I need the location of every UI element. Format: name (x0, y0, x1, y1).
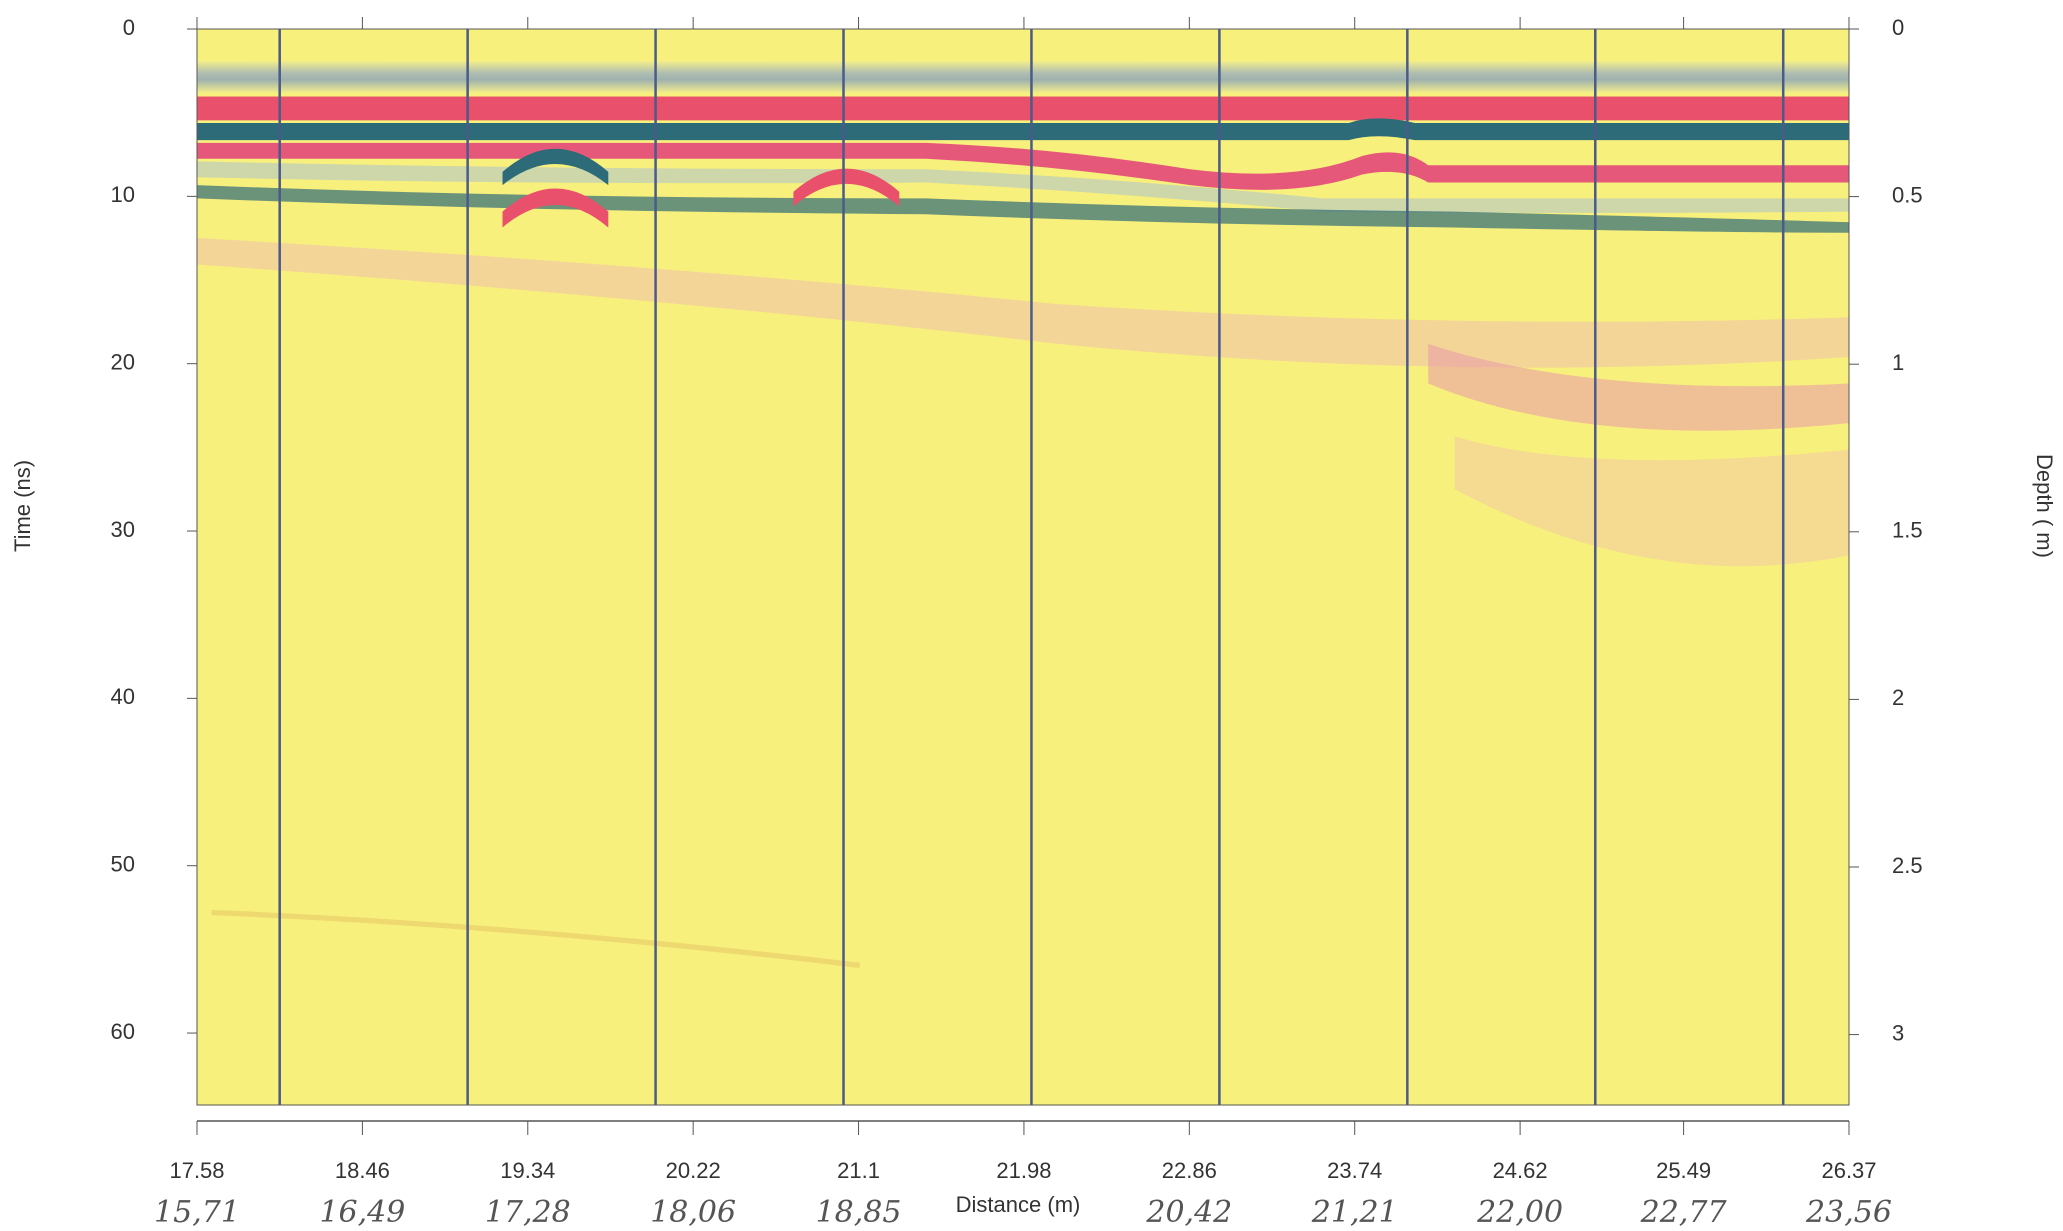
y-tick-label: 60 (111, 1019, 135, 1044)
x-tick-label: 18.46 (335, 1158, 390, 1183)
y-tick-label: 40 (111, 684, 135, 709)
y2-tick-label: 2.5 (1892, 853, 1923, 878)
y2-tick-label: 1 (1892, 350, 1904, 375)
x-tick-label: 21.98 (996, 1158, 1051, 1183)
handwritten-annotation: 15,71 (154, 1195, 240, 1230)
x-tick-label: 19.34 (500, 1158, 555, 1183)
radargram-image (197, 29, 1849, 1106)
y-tick-label: 0 (123, 15, 135, 40)
y-axis-label: Time (ns) (10, 460, 35, 552)
y2-tick-label: 2 (1892, 685, 1904, 710)
handwritten-annotation: 18,06 (650, 1195, 736, 1230)
y2-tick-label: 0 (1892, 15, 1904, 40)
handwritten-annotation: 22,77 (1640, 1195, 1728, 1230)
y-tick-label: 10 (111, 182, 135, 207)
x-tick-label: 22.86 (1162, 1158, 1217, 1183)
handwritten-annotation: 20,42 (1145, 1195, 1232, 1230)
x-tick-label: 25.49 (1656, 1158, 1711, 1183)
y2-tick-label: 0.5 (1892, 182, 1923, 207)
x-tick-label: 21.1 (837, 1158, 880, 1183)
y-tick-label: 50 (111, 852, 135, 877)
y2-tick-label: 3 (1892, 1020, 1904, 1045)
x-tick-label: 24.62 (1493, 1158, 1548, 1183)
handwritten-annotation: 17,28 (485, 1195, 571, 1230)
x-axis-label: Distance (m) (956, 1192, 1081, 1217)
x-tick-label: 17.58 (169, 1158, 224, 1183)
y-tick-label: 30 (111, 517, 135, 542)
handwritten-annotation: 21,21 (1311, 1195, 1398, 1230)
handwritten-annotation: 23,56 (1805, 1195, 1892, 1230)
handwritten-annotation: 16,49 (319, 1195, 405, 1230)
handwritten-annotation: 18,85 (816, 1195, 902, 1230)
y2-axis-label: Depth ( m) (2032, 454, 2057, 558)
plot-frame (196, 28, 1850, 1106)
handwritten-annotation: 22,00 (1476, 1195, 1563, 1230)
x-tick-label: 23.74 (1327, 1158, 1382, 1183)
y2-tick-label: 1.5 (1892, 518, 1923, 543)
x-tick-label: 20.22 (666, 1158, 721, 1183)
x-tick-label: 26.37 (1821, 1158, 1876, 1183)
y-tick-label: 20 (111, 349, 135, 374)
